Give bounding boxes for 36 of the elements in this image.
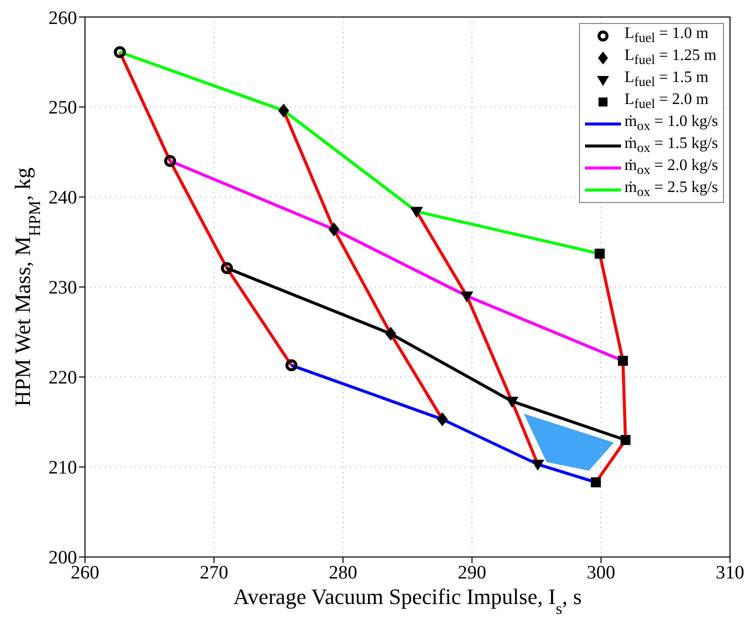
y-tick-label: 240	[48, 188, 77, 209]
legend-label: ṁ$_{ox}$ = 2.5 kg/s	[624, 179, 718, 201]
x-tick-label: 300	[586, 562, 616, 584]
legend-label: L$_{fuel}$ = 1.0 m	[624, 25, 708, 47]
point	[328, 222, 340, 236]
point	[164, 155, 176, 167]
y-tick-label: 250	[48, 98, 77, 119]
point	[590, 477, 601, 488]
point	[505, 396, 518, 408]
y-tick-label: 210	[48, 458, 77, 479]
point	[460, 292, 474, 302]
point	[620, 435, 631, 445]
point	[618, 356, 628, 366]
point	[410, 206, 424, 218]
y-tick-label: 220	[48, 368, 77, 389]
point	[114, 46, 126, 58]
legend-label: L$_{fuel}$ = 1.5 m	[624, 69, 708, 91]
point	[594, 248, 605, 259]
y-tick-label: 230	[48, 278, 77, 299]
point	[285, 359, 298, 372]
legend-label: ṁ$_{ox}$ = 2.0 kg/s	[624, 157, 718, 179]
point	[385, 326, 396, 341]
point	[220, 262, 233, 274]
x-tick-label: 280	[328, 562, 358, 584]
point	[278, 104, 290, 118]
point	[436, 412, 448, 426]
x-axis-title: Average Vacuum Specific Impulse, I$_{s}$, s	[233, 584, 582, 618]
legend-label: ṁ$_{ox}$ = 1.5 kg/s	[624, 135, 718, 157]
point	[531, 460, 544, 471]
x-tick-label: 290	[458, 562, 486, 584]
x-tick-label: 270	[200, 562, 228, 584]
y-tick-label: 260	[48, 8, 77, 29]
legend-label: L$_{fuel}$ = 1.25 m	[624, 47, 716, 69]
legend-label: L$_{fuel}$ = 2.0 m	[624, 91, 708, 113]
x-tick-label: 310	[716, 562, 744, 584]
legend-label: ṁ$_{ox}$ = 1.0 kg/s	[624, 113, 718, 135]
